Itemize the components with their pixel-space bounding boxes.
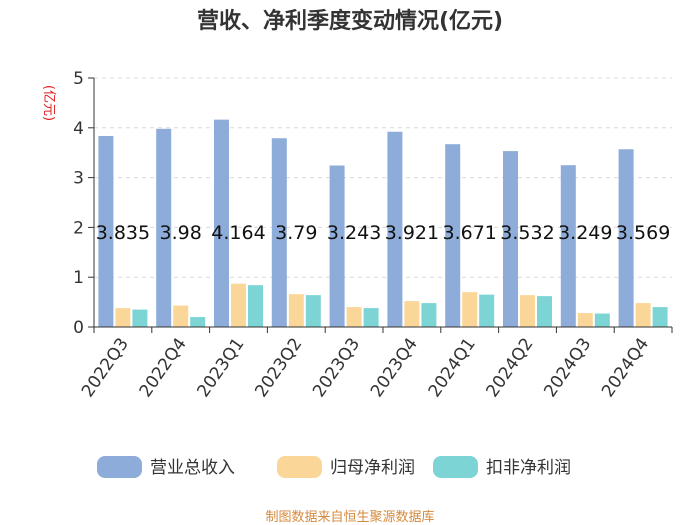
x-tick-label: 2023Q3 — [309, 334, 364, 401]
bar — [346, 307, 362, 327]
data-label: 3.671 — [442, 222, 496, 244]
x-tick-label: 2022Q4 — [136, 334, 191, 401]
x-tick-label: 2024Q2 — [483, 334, 538, 401]
grid-lines — [94, 77, 672, 278]
source-note: 制图数据来自恒生聚源数据库 — [265, 509, 434, 525]
bar — [652, 307, 668, 327]
legend-label[interactable]: 营业总收入 — [150, 458, 235, 478]
bar — [503, 151, 518, 327]
legend-label[interactable]: 归母净利润 — [330, 458, 415, 478]
bar — [190, 317, 206, 327]
y-axis: 0 1 2 3 4 5 — [73, 69, 95, 338]
bar — [214, 119, 229, 327]
bars — [98, 119, 668, 327]
x-tick-label: 2024Q1 — [425, 334, 480, 401]
x-tick-label: 2024Q4 — [598, 334, 653, 401]
y-axis-unit: (亿元) — [41, 85, 56, 121]
data-label: 3.243 — [327, 222, 381, 244]
bar — [462, 292, 478, 327]
data-label: 3.249 — [558, 222, 612, 244]
data-label: 3.921 — [385, 222, 439, 244]
bar — [594, 313, 610, 327]
bar — [577, 313, 593, 327]
bar — [156, 128, 172, 327]
legend-swatch[interactable] — [433, 456, 478, 478]
y-tick-label: 0 — [73, 318, 84, 338]
bar — [560, 165, 576, 327]
y-tick-label: 5 — [73, 69, 84, 89]
legend-label[interactable]: 扣非净利润 — [486, 458, 571, 478]
x-tick-label: 2023Q1 — [194, 334, 249, 401]
data-label: 3.835 — [96, 222, 150, 244]
bar — [98, 136, 114, 327]
bar — [520, 295, 535, 327]
bar — [363, 308, 379, 327]
data-label: 3.532 — [500, 222, 554, 244]
y-tick-label: 2 — [73, 218, 84, 238]
bar — [635, 303, 651, 327]
bar — [288, 294, 304, 327]
bar — [479, 294, 495, 327]
bar — [445, 144, 461, 327]
bar — [173, 305, 189, 327]
bar — [387, 131, 403, 327]
y-tick-label: 4 — [73, 119, 84, 139]
bar — [329, 165, 345, 327]
x-tick-label: 2022Q3 — [78, 334, 133, 401]
data-labels: 3.835 3.98 4.164 3.79 3.243 3.921 3.671 3.532 3.… — [96, 222, 671, 244]
bar — [115, 308, 131, 327]
y-tick-label: 1 — [73, 268, 84, 288]
legend-swatch[interactable] — [277, 456, 322, 478]
bar — [537, 296, 552, 327]
chart-title: 营收、净利季度变动情况(亿元) — [197, 8, 503, 34]
legend: 营业总收入 归母净利润 扣非净利润 — [97, 456, 571, 478]
x-tick-label: 2023Q4 — [367, 334, 422, 401]
bar — [421, 303, 437, 327]
bar — [404, 301, 420, 327]
bar — [271, 138, 287, 327]
bar — [231, 283, 246, 327]
bar — [132, 309, 148, 327]
legend-swatch[interactable] — [97, 456, 142, 478]
x-tick-label: 2024Q3 — [540, 334, 595, 401]
data-label: 3.79 — [275, 222, 317, 244]
x-axis: 2022Q3 2022Q4 2023Q1 2023Q2 2023Q3 2023Q4 2024… — [78, 326, 673, 401]
bar — [618, 149, 634, 327]
data-label: 3.569 — [616, 222, 670, 244]
x-tick-label: 2023Q2 — [251, 334, 306, 401]
data-label: 4.164 — [211, 222, 265, 244]
y-tick-label: 3 — [73, 169, 84, 189]
bar — [305, 295, 321, 327]
data-label: 3.98 — [160, 222, 202, 244]
bar — [248, 285, 263, 327]
